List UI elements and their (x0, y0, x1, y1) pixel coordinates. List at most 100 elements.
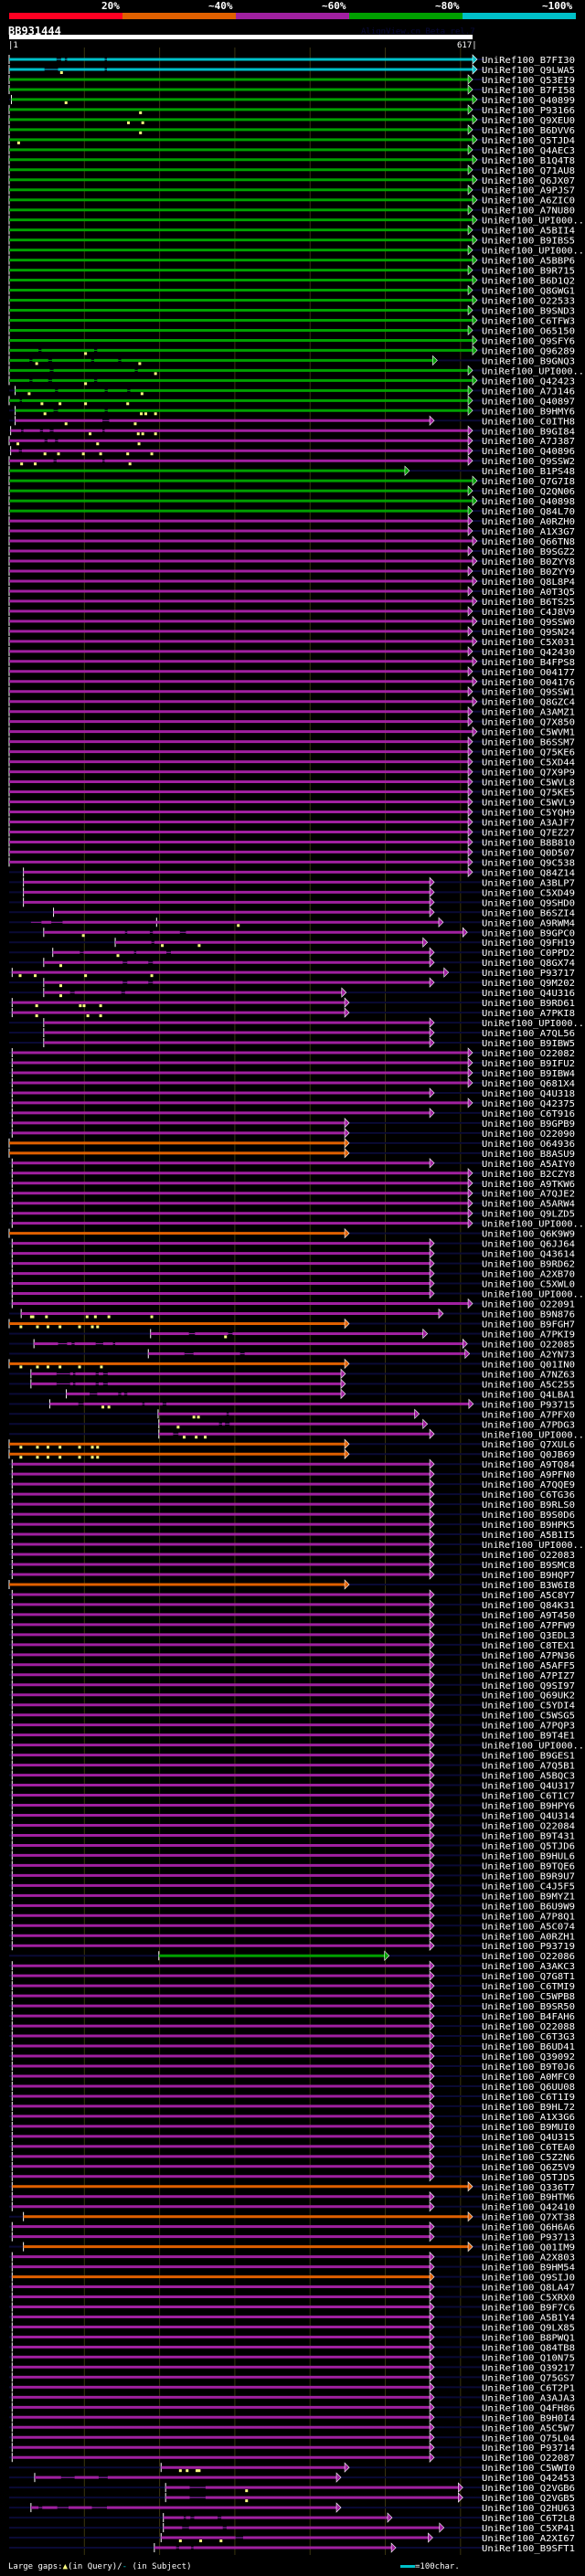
hit-row[interactable]: UniRef100_Q43614 (9, 1247, 575, 1260)
hit-row[interactable]: UniRef100_B9S0D6 (9, 1509, 575, 1521)
hit-row[interactable]: UniRef100_Q9SIJ0 (9, 2271, 575, 2284)
hit-label[interactable]: UniRef100_Q3EDL3 (482, 1631, 575, 1641)
hit-label[interactable]: UniRef100_Q9SIJ0 (482, 2274, 575, 2284)
hit-row[interactable]: UniRef100_A6ZIC0 (8, 194, 575, 207)
hit-row[interactable]: UniRef100_C4J8V9 (8, 606, 575, 618)
hit-row[interactable]: UniRef100_A0RZH0 (8, 515, 575, 527)
hit-label[interactable]: UniRef100_Q4U316 (482, 989, 575, 999)
hit-label[interactable]: UniRef100_B4FAH6 (482, 2012, 575, 2022)
hit-label[interactable]: UniRef100_C5XP41 (482, 2524, 575, 2534)
hit-label[interactable]: UniRef100_UPI000.. (482, 1220, 584, 1230)
hit-row[interactable]: UniRef100_C6T2L8 (9, 2512, 575, 2524)
hit-label[interactable]: UniRef100_Q42375 (482, 1099, 575, 1109)
hit-label[interactable]: UniRef100_B0ZYY8 (482, 557, 575, 567)
hit-label[interactable]: UniRef100_A7PQP3 (482, 1722, 575, 1732)
hit-row[interactable]: UniRef100_C5XD44 (8, 756, 575, 769)
hit-row[interactable]: UniRef100_A2X803 (9, 2251, 575, 2263)
hit-row[interactable]: UniRef100_B1Q4T8 (8, 154, 575, 166)
hit-row[interactable]: UniRef100_P93717 (9, 967, 575, 979)
hit-row[interactable]: UniRef100_A5AFF5 (9, 1659, 575, 1671)
hit-label[interactable]: UniRef100_B9HPY6 (482, 1802, 575, 1812)
hit-row[interactable]: UniRef100_Q42453 (9, 2472, 575, 2484)
hit-row[interactable]: UniRef100_O22088 (9, 2020, 575, 2032)
hit-row[interactable]: UniRef100_Q9XEU0 (8, 114, 575, 126)
hit-label[interactable]: UniRef100_A9PFN0 (482, 1470, 575, 1480)
hit-row[interactable]: UniRef100_B9SMC8 (9, 1559, 575, 1571)
hit-row[interactable]: UniRef100_A0T3Q5 (8, 586, 575, 598)
hit-label[interactable]: UniRef100_A5C5W7 (482, 2423, 575, 2433)
hit-label[interactable]: UniRef100_Q10N75 (482, 2353, 575, 2363)
hit-label[interactable]: UniRef100_Q6K9W9 (482, 1230, 575, 1240)
hit-row[interactable]: UniRef100_B9MUI0 (9, 2121, 575, 2133)
hit-label[interactable]: UniRef100_P93714 (482, 2443, 575, 2454)
hit-row[interactable]: UniRef100_A9TQ84 (9, 1458, 575, 1470)
hit-row[interactable]: UniRef100_Q10N75 (9, 2351, 575, 2363)
hit-row[interactable]: UniRef100_B9T0J6 (9, 2061, 575, 2072)
hit-row[interactable]: UniRef100_B6U9W9 (9, 1900, 575, 1912)
hit-row[interactable]: UniRef100_A7PQP3 (9, 1719, 575, 1732)
hit-label[interactable]: UniRef100_Q5TJD4 (482, 136, 575, 146)
hit-label[interactable]: UniRef100_B7FI58 (482, 86, 575, 96)
hit-label[interactable]: UniRef100_Q84K31 (482, 1601, 575, 1611)
hit-label[interactable]: UniRef100_B6TS25 (482, 598, 575, 608)
hit-label[interactable]: UniRef100_B9S0D6 (482, 1511, 575, 1521)
hit-label[interactable]: UniRef100_C0ITH8 (482, 417, 575, 427)
hit-label[interactable]: UniRef100_Q4U314 (482, 1812, 575, 1822)
hit-label[interactable]: UniRef100_B9HTM6 (482, 2193, 575, 2203)
hit-row[interactable]: UniRef100_C6T1I9 (9, 2091, 575, 2103)
hit-label[interactable]: UniRef100_Q8L8P4 (482, 578, 575, 588)
hit-row[interactable]: UniRef100_O22084 (9, 1819, 575, 1831)
hit-label[interactable]: UniRef100_A6ZIC0 (482, 196, 575, 207)
hit-row[interactable]: UniRef100_C5WWI0 (9, 2462, 575, 2474)
hit-row[interactable]: UniRef100_B4FPS8 (8, 656, 575, 668)
hit-label[interactable]: UniRef100_O22083 (482, 1551, 575, 1561)
hit-row[interactable]: UniRef100_B9IBW5 (9, 1037, 575, 1049)
hit-row[interactable]: UniRef100_B1PS48 (8, 465, 575, 477)
hit-label[interactable]: UniRef100_C4J8V9 (482, 608, 575, 618)
hit-row[interactable]: UniRef100_UPI000.. (9, 1217, 584, 1230)
hit-row[interactable]: UniRef100_Q66TN8 (8, 535, 575, 547)
hit-row[interactable]: UniRef100_Q5TJD4 (8, 134, 575, 146)
hit-row[interactable]: UniRef100_B6SSM7 (8, 736, 575, 748)
hit-row[interactable]: UniRef100_O22086 (9, 1950, 575, 1962)
hit-row[interactable]: UniRef100_Q40898 (8, 495, 575, 507)
hit-row[interactable]: UniRef100_A5BQC3 (9, 1769, 575, 1782)
hit-label[interactable]: UniRef100_O64936 (482, 1140, 575, 1150)
hit-row[interactable]: UniRef100_A9T450 (9, 1609, 575, 1621)
hit-label[interactable]: UniRef100_Q2QN06 (482, 487, 575, 497)
hit-row[interactable]: UniRef100_UPI000.. (8, 214, 584, 227)
hit-label[interactable]: UniRef100_A7J146 (482, 387, 575, 397)
hit-row[interactable]: UniRef100_Q75KE6 (8, 746, 575, 758)
hit-row[interactable]: UniRef100_A9TKW6 (9, 1178, 575, 1190)
hit-row[interactable]: UniRef100_O22091 (9, 1298, 575, 1310)
hit-label[interactable]: UniRef100_Q9SHD0 (482, 898, 575, 908)
hit-row[interactable]: UniRef100_B9GPC0 (9, 927, 575, 938)
hit-label[interactable]: UniRef100_Q4AEC3 (482, 146, 575, 156)
hit-label[interactable]: UniRef100_C6TFW3 (482, 316, 575, 326)
hit-label[interactable]: UniRef100_B4FPS8 (482, 658, 575, 668)
hit-label[interactable]: UniRef100_C5WPB8 (482, 1992, 575, 2002)
hit-label[interactable]: UniRef100_B6UD41 (482, 2042, 575, 2052)
hit-label[interactable]: UniRef100_UPI000.. (482, 1541, 584, 1551)
hit-label[interactable]: UniRef100_Q9SFY6 (482, 336, 575, 346)
hit-row[interactable]: UniRef100_Q6UU08 (9, 2081, 575, 2093)
hit-label[interactable]: UniRef100_P93717 (482, 969, 575, 979)
hit-row[interactable]: UniRef100_C5Z2N6 (9, 2151, 575, 2163)
hit-row[interactable]: UniRef100_P93713 (9, 2231, 575, 2243)
hit-label[interactable]: UniRef100_C5YQH9 (482, 809, 575, 819)
hit-label[interactable]: UniRef100_Q9LX85 (482, 2323, 575, 2333)
hit-row[interactable]: UniRef100_Q4FH86 (9, 2401, 575, 2413)
hit-label[interactable]: UniRef100_O22091 (482, 1300, 575, 1310)
hit-label[interactable]: UniRef100_A0RZH0 (482, 517, 575, 527)
hit-label[interactable]: UniRef100_C5WVL9 (482, 799, 575, 809)
hit-row[interactable]: UniRef100_Q84L70 (8, 505, 575, 517)
hit-row[interactable]: UniRef100_Q9LWA5 (8, 64, 575, 76)
hit-row[interactable]: UniRef100_B9RLS0 (9, 1499, 575, 1511)
hit-label[interactable]: UniRef100_Q9M202 (482, 979, 575, 989)
hit-label[interactable]: UniRef100_Q6UU08 (482, 2083, 575, 2093)
hit-row[interactable]: UniRef100_A5ARW4 (9, 1197, 575, 1210)
hit-label[interactable]: UniRef100_A0MFC0 (482, 2072, 575, 2083)
hit-row[interactable]: UniRef100_B9GNQ3 (8, 355, 575, 366)
hit-row[interactable]: UniRef100_B7FI58 (8, 84, 575, 96)
hit-label[interactable]: UniRef100_B9HUL6 (482, 1851, 575, 1861)
